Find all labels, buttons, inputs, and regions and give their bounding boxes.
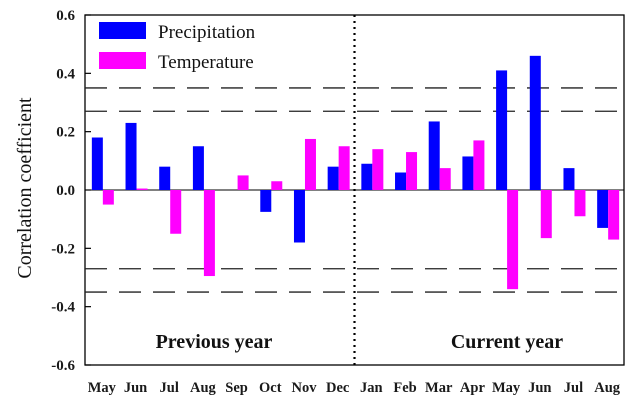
bar-precipitation-11 — [462, 156, 474, 190]
y-tick-label: -0.2 — [51, 241, 75, 257]
x-tick-label: Mar — [425, 380, 453, 396]
period-label-current-year: Current year — [451, 331, 563, 353]
x-tick-label: Jan — [360, 380, 383, 396]
bar-temperature-5 — [271, 181, 283, 190]
x-tick-label: Jun — [124, 380, 147, 396]
x-tick-label: Aug — [594, 380, 621, 396]
bar-precipitation-13 — [529, 55, 541, 191]
x-tick-label: May — [88, 380, 117, 396]
bar-precipitation-15 — [597, 190, 609, 228]
y-tick-label: -0.6 — [51, 358, 75, 374]
x-axis-tick-labels: May Jun Jul Aug Sep Oct Nov Dec Jan Feb Mar Apr May J… — [88, 380, 621, 396]
bar-precipitation-0 — [91, 137, 103, 190]
x-tick-label: Nov — [291, 380, 317, 396]
bar-temperature-4 — [237, 175, 249, 190]
y-tick-label: 0.4 — [56, 66, 75, 82]
legend-label-precipitation: Precipitation — [158, 22, 256, 43]
x-tick-label: Feb — [393, 380, 416, 396]
y-tick-label: -0.4 — [51, 300, 75, 316]
bar-precipitation-14 — [563, 168, 575, 190]
bar-precipitation-8 — [361, 163, 373, 190]
bar-precipitation-7 — [327, 166, 339, 190]
bar-temperature-3 — [203, 190, 215, 277]
y-axis-label: Correlation coefficient — [14, 97, 36, 279]
x-tick-label: Jul — [160, 380, 179, 396]
x-tick-label: Sep — [225, 380, 248, 396]
bar-precipitation-2 — [159, 166, 171, 190]
x-tick-label: Oct — [259, 380, 282, 396]
bar-precipitation-3 — [192, 146, 204, 190]
legend: Precipitation Temperature — [99, 22, 256, 73]
period-label-previous-year: Previous year — [156, 331, 273, 353]
legend-swatch-precipitation — [99, 22, 146, 39]
x-tick-label: May — [492, 380, 521, 396]
y-tick-label: 0.0 — [56, 183, 75, 199]
x-tick-label: Jun — [528, 380, 551, 396]
y-tick-label: 0.2 — [56, 125, 75, 141]
bar-temperature-2 — [170, 190, 182, 234]
bar-temperature-1 — [136, 188, 148, 190]
legend-swatch-temperature — [99, 52, 146, 69]
bar-temperature-11 — [473, 140, 485, 190]
bar-precipitation-10 — [428, 121, 440, 190]
bar-precipitation-9 — [395, 172, 407, 190]
bar-temperature-9 — [406, 152, 418, 190]
bar-temperature-14 — [574, 190, 586, 217]
x-tick-label: Dec — [326, 380, 350, 396]
bar-temperature-8 — [372, 149, 384, 190]
y-axis-ticks: 0.6 0.4 0.2 0.0 -0.2 -0.4 -0.6 — [51, 8, 91, 374]
bar-precipitation-12 — [496, 70, 508, 190]
bar-temperature-0 — [102, 190, 114, 205]
bar-temperature-12 — [507, 190, 519, 290]
bar-temperature-15 — [608, 190, 620, 240]
bar-series — [91, 55, 620, 290]
bar-precipitation-6 — [293, 190, 305, 243]
y-tick-label: 0.6 — [56, 8, 75, 24]
bar-temperature-13 — [540, 190, 552, 239]
bar-temperature-6 — [304, 138, 316, 190]
bar-precipitation-1 — [125, 122, 137, 190]
x-tick-label: Apr — [460, 380, 486, 396]
bar-temperature-7 — [338, 146, 350, 190]
x-tick-label: Aug — [190, 380, 217, 396]
x-tick-label: Jul — [564, 380, 583, 396]
bar-precipitation-5 — [260, 190, 272, 212]
bar-temperature-10 — [439, 168, 451, 190]
legend-label-temperature: Temperature — [158, 52, 254, 73]
